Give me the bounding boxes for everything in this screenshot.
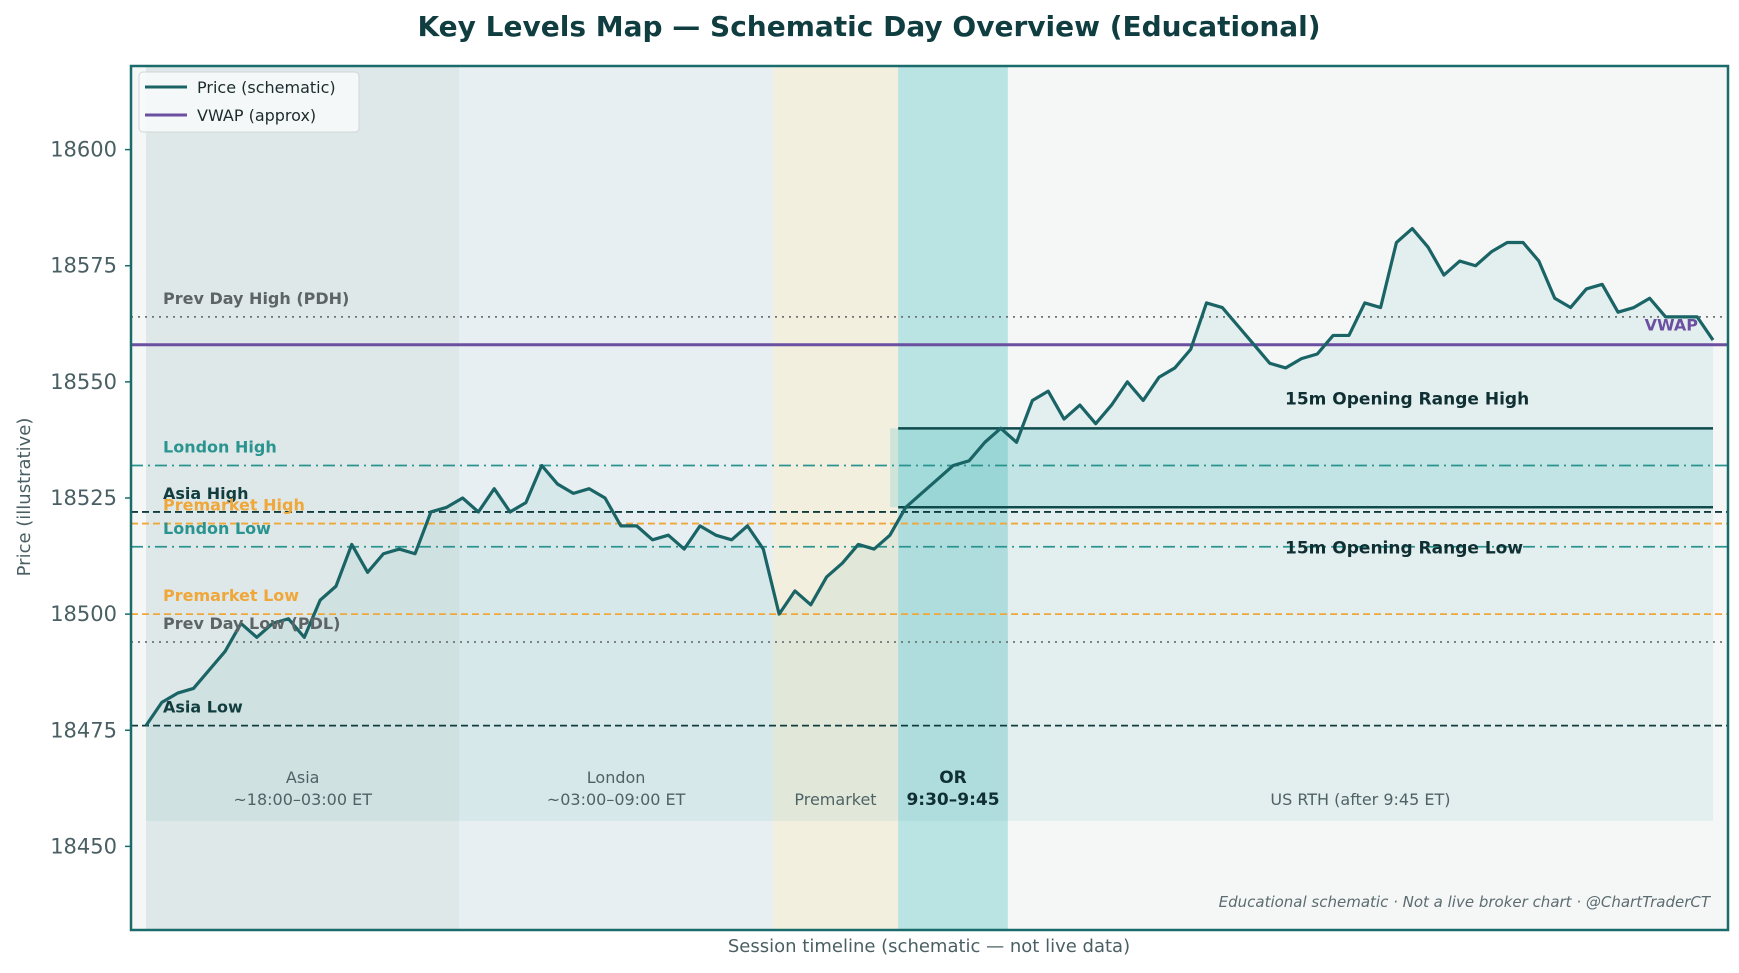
level-label-prev-day-high-pdh-: Prev Day High (PDH) [163, 289, 349, 308]
price-line [144, 226, 1715, 727]
level-label-asia-high: Asia High [163, 484, 248, 503]
footer-note: Educational schematic · Not a live broke… [1219, 893, 1712, 911]
session-band-premarket [772, 66, 899, 930]
y-tick-label: 18575 [50, 254, 117, 278]
y-tick-label: 18450 [50, 834, 117, 858]
price-series [144, 226, 1715, 727]
level-label-premarket-high: Premarket High [163, 496, 305, 515]
or-low-label: 15m Opening Range Low [1285, 538, 1523, 558]
session-sublabel-asia: ~18:00–03:00 ET [233, 790, 372, 809]
y-axis-label: Price (illustrative) [14, 418, 35, 577]
y-tick-label: 18600 [50, 138, 117, 162]
session-label-rth: US RTH (after 9:45 ET) [1270, 790, 1450, 809]
vwap-label: VWAP [1645, 316, 1699, 335]
key-levels [131, 315, 1728, 727]
y-tick-label: 18525 [50, 486, 117, 510]
price-area-fill [146, 228, 1713, 821]
level-label-london-low: London Low [163, 519, 271, 538]
y-tick-label: 18475 [50, 718, 117, 742]
level-label-asia-low: Asia Low [163, 698, 243, 717]
session-label-or: OR [939, 768, 967, 788]
or-high-label: 15m Opening Range High [1285, 389, 1529, 409]
session-label-premarket: Premarket [794, 790, 876, 809]
session-label-asia: Asia [286, 768, 320, 787]
y-tick-label: 18500 [50, 602, 117, 626]
session-sublabel-or: 9:30–9:45 [906, 790, 999, 810]
shaded-ranges [146, 228, 1713, 821]
y-axis: 18450 18475 18500 18525 18550 18575 18600 [50, 138, 131, 858]
level-label-premarket-low: Premarket Low [163, 586, 299, 605]
session-band-london [459, 66, 773, 930]
legend-label-vwap: VWAP (approx) [197, 106, 316, 125]
opening-range-band [890, 428, 1713, 508]
session-sublabel-london: ~03:00–09:00 ET [547, 790, 686, 809]
legend: Price (schematic) VWAP (approx) [138, 71, 360, 133]
x-axis-label: Session timeline (schematic — not live d… [728, 936, 1130, 957]
legend-label-price: Price (schematic) [197, 78, 336, 97]
level-label-london-high: London High [163, 437, 277, 456]
session-label-london: London [587, 768, 646, 787]
session-band-rth [1007, 66, 1713, 930]
y-tick-label: 18550 [50, 370, 117, 394]
level-label-prev-day-low-pdl-: Prev Day Low (PDL) [163, 614, 340, 633]
legend-box [138, 71, 360, 133]
session-band-asia [146, 66, 460, 930]
chart-title: Key Levels Map — Schematic Day Overview … [417, 10, 1320, 43]
